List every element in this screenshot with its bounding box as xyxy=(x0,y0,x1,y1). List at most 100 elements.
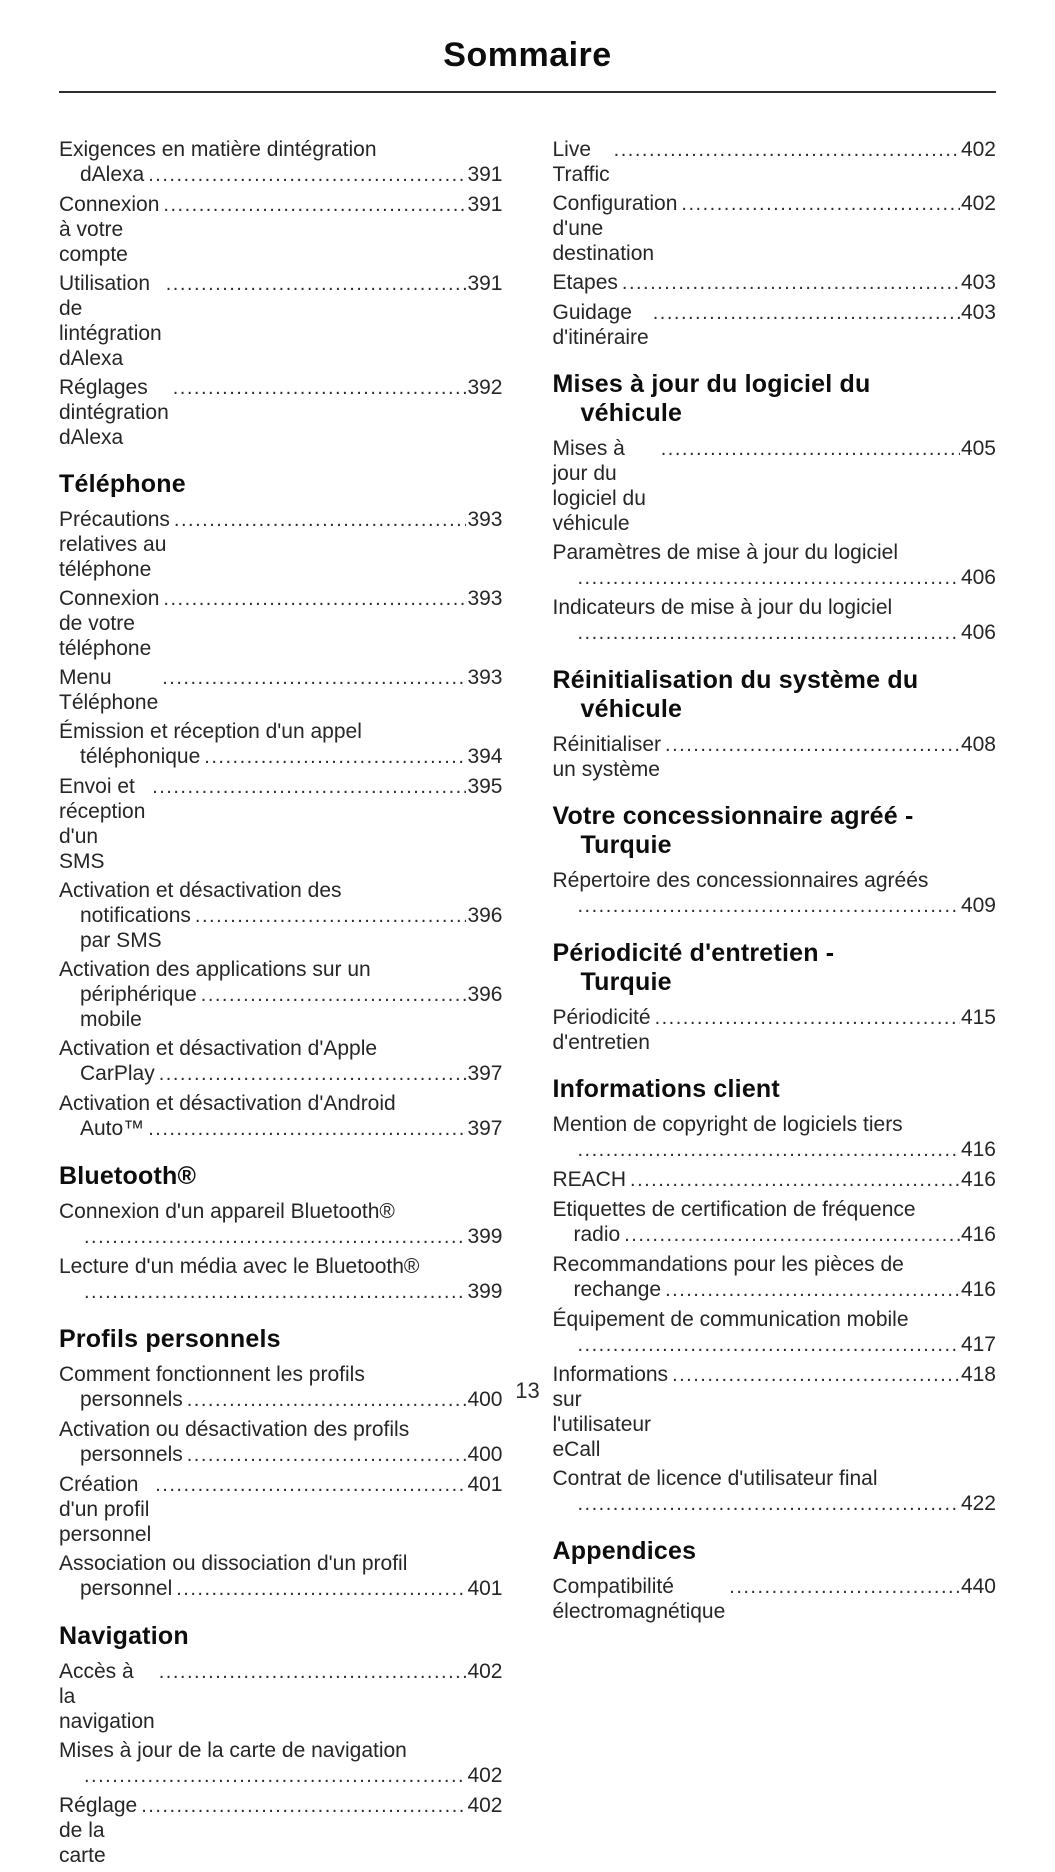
toc-entry-text: CarPlay xyxy=(80,1062,155,1085)
toc-page-number: 416 xyxy=(960,1278,996,1301)
toc-line: dAlexa 391 xyxy=(59,162,503,188)
section-heading-line: Périodicité d'entretien - xyxy=(552,939,835,967)
toc-entry: Utilisation de lintégration dAlexa 391 xyxy=(59,271,503,371)
toc-entry: Activation et désactivation d'Android Aut… xyxy=(59,1091,503,1142)
toc-entry: Émission et réception d'un appel téléphon… xyxy=(59,719,503,770)
toc-page-number: 392 xyxy=(467,376,503,399)
toc-page-number: 417 xyxy=(960,1333,996,1356)
toc-entry: Connexion de votre téléphone 393 xyxy=(59,586,503,661)
toc-page-number: 403 xyxy=(960,301,996,324)
toc-entry-text: Connexion d'un appareil Bluetooth® xyxy=(59,1200,395,1223)
toc-entry-text: Utilisation de lintégration dAlexa xyxy=(59,272,168,370)
page-title: Sommaire xyxy=(443,36,612,74)
section-heading-line: Turquie xyxy=(580,831,672,859)
toc-line: personnels 400 xyxy=(59,1442,503,1468)
dot-leader xyxy=(204,744,466,770)
toc-entry: Envoi et réception d'un SMS 395 xyxy=(59,774,503,874)
toc-entry-text: Activation ou désactivation des profils xyxy=(59,1418,410,1441)
toc-entry-text: Connexion à votre compte xyxy=(59,193,166,266)
section-heading: Périodicité d'entretien - Turquie xyxy=(553,939,997,997)
toc-entry-text: Paramètres de mise à jour du logiciel xyxy=(552,541,899,564)
toc-line: Mises à jour du logiciel du véhicule 405 xyxy=(553,436,997,536)
toc-entry: Activation et désactivation d'Apple CarPl… xyxy=(59,1036,503,1087)
toc-entry-text: Envoi et réception d'un SMS xyxy=(59,775,152,873)
toc-page-number: 416 xyxy=(960,1168,996,1191)
toc-page-number: 400 xyxy=(467,1443,503,1466)
dot-leader xyxy=(578,565,960,591)
dot-leader xyxy=(173,375,467,401)
toc-line: Mention de copyright de logiciels tiers xyxy=(553,1112,997,1137)
toc-entry: Répertoire des concessionnaires agréés 40… xyxy=(553,868,997,919)
toc-entry-text: Lecture d'un média avec le Bluetooth® xyxy=(59,1255,420,1278)
section-heading-line: Profils personnels xyxy=(59,1325,281,1353)
toc-line: 399 xyxy=(59,1224,502,1250)
section-heading-line: véhicule xyxy=(580,695,683,723)
toc-page-number: 391 xyxy=(467,193,503,216)
toc-entry-text: Mention de copyright de logiciels tiers xyxy=(552,1113,903,1136)
toc-line: radio 416 xyxy=(553,1222,997,1248)
toc-entry-text: Émission et réception d'un appel xyxy=(59,720,362,743)
toc-page-number: 406 xyxy=(960,566,996,589)
dot-leader xyxy=(578,1332,960,1358)
toc-entry: Mises à jour de la carte de navigation 40… xyxy=(59,1738,503,1789)
toc-page-number: 401 xyxy=(467,1473,503,1496)
toc-line: Activation et désactivation des xyxy=(59,878,503,903)
toc-entry-text: périphérique mobile xyxy=(80,983,203,1031)
toc-page-number: 402 xyxy=(467,1660,503,1683)
toc-entry: Mises à jour du logiciel du véhicule 405 xyxy=(553,436,997,536)
dot-leader xyxy=(155,1472,466,1498)
toc-line: 422 xyxy=(553,1491,996,1517)
dot-leader xyxy=(578,1137,960,1163)
toc-entry: Association ou dissociation d'un profil p… xyxy=(59,1551,503,1602)
toc-page-number: 415 xyxy=(960,1006,996,1029)
dot-leader xyxy=(148,162,466,188)
toc-page-number: 402 xyxy=(467,1764,503,1787)
toc-line: Envoi et réception d'un SMS 395 xyxy=(59,774,503,874)
toc-page-number: 391 xyxy=(467,272,503,295)
toc-entry-text: Mises à jour du logiciel du véhicule xyxy=(552,437,652,535)
toc-line: Informations sur l'utilisateur eCall 418 xyxy=(553,1362,997,1462)
toc-page-number: 399 xyxy=(467,1280,503,1303)
dot-leader xyxy=(624,1222,960,1248)
section-heading: Bluetooth® xyxy=(59,1162,503,1191)
toc-entry-text: Configuration d'une destination xyxy=(552,192,684,265)
toc-entry: Création d'un profil personnel 401 xyxy=(59,1472,503,1547)
toc-line: Réinitialiser un système 408 xyxy=(553,732,997,782)
toc-page-number: 394 xyxy=(467,745,503,768)
toc-line: Contrat de licence d'utilisateur final xyxy=(553,1466,997,1491)
toc-page-number: 397 xyxy=(467,1117,503,1140)
dot-leader xyxy=(152,774,466,800)
toc-entry-text: rechange xyxy=(573,1278,662,1301)
toc-line: 409 xyxy=(553,893,996,919)
dot-leader xyxy=(187,1442,467,1468)
section-heading-line: véhicule xyxy=(580,399,683,427)
toc-entry-text: Accès à la navigation xyxy=(59,1660,155,1733)
toc-line: Lecture d'un média avec le Bluetooth® xyxy=(59,1254,503,1279)
toc-entry: Comment fonctionnent les profils personne… xyxy=(59,1362,503,1413)
dot-leader xyxy=(661,436,960,462)
toc-line: Etiquettes de certification de fréquence xyxy=(553,1197,997,1222)
toc-entry: Paramètres de mise à jour du logiciel 406 xyxy=(553,540,997,591)
toc-entry-text: Activation et désactivation d'Apple xyxy=(59,1037,378,1060)
dot-leader xyxy=(665,732,960,758)
toc-entry-text: téléphonique xyxy=(80,745,201,768)
toc-line: Création d'un profil personnel 401 xyxy=(59,1472,503,1547)
toc-entry: Configuration d'une destination 402 xyxy=(553,191,997,266)
toc-line: Configuration d'une destination 402 xyxy=(553,191,997,266)
section-heading-line: Réinitialisation du système du xyxy=(552,666,919,694)
section-heading: Mises à jour du logiciel du véhicule xyxy=(553,370,997,428)
toc-entry-text: Activation et désactivation des xyxy=(59,879,342,902)
dot-leader xyxy=(630,1167,960,1193)
toc-entry-text: Précautions relatives au téléphone xyxy=(59,508,176,581)
toc-page-number: 397 xyxy=(467,1062,503,1085)
toc-line: Activation et désactivation d'Apple xyxy=(59,1036,503,1061)
toc-entry-text: Réglage de la carte xyxy=(59,1794,144,1867)
toc-entry: Etiquettes de certification de fréquence… xyxy=(553,1197,997,1248)
toc-entry: Lecture d'un média avec le Bluetooth® 399 xyxy=(59,1254,503,1305)
toc-entry-text: Réglages dintégration dAlexa xyxy=(59,376,175,449)
toc-page-number: 409 xyxy=(960,894,996,917)
toc-entry-text: personnel xyxy=(80,1577,173,1600)
toc-line: Émission et réception d'un appel xyxy=(59,719,503,744)
